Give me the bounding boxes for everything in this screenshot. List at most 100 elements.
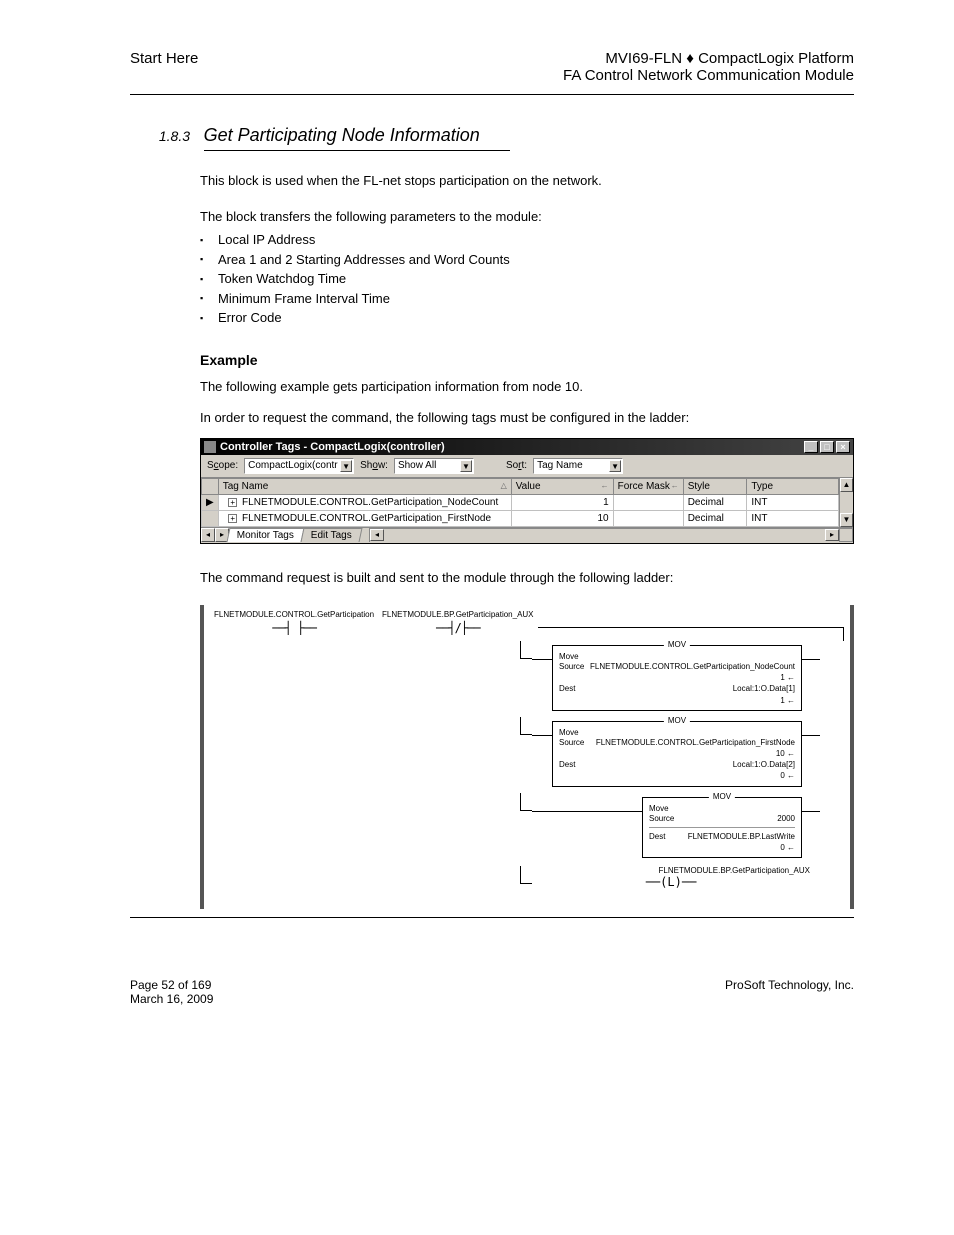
cell-tagname: + FLNETMODULE.CONTROL.GetParticipation_F… (218, 510, 511, 526)
app-icon (204, 441, 216, 453)
source-value: FLNETMODULE.CONTROL.GetParticipation_Fir… (596, 737, 795, 748)
expand-icon[interactable]: + (228, 498, 237, 507)
collapse-icon: ← (671, 481, 679, 490)
coil-label: FLNETMODULE.BP.GetParticipation_AUX (532, 866, 810, 875)
example-intro-a: The following example gets participation… (200, 377, 854, 397)
window-toolbar: Scope: CompactLogix(contr ▼ Show: Show A… (201, 455, 853, 478)
source-literal: 1 ← (780, 672, 795, 683)
tab-nav-prev[interactable]: ◂ (201, 528, 215, 542)
minimize-button[interactable]: _ (804, 441, 818, 453)
sort-label: Sort: (506, 460, 527, 471)
dest-literal: 1 ← (780, 695, 795, 706)
contact-label: FLNETMODULE.BP.GetParticipation_AUX (382, 611, 533, 619)
show-combo[interactable]: Show All ▼ (394, 458, 474, 474)
source-literal: 2000 (777, 813, 795, 824)
show-value: Show All (398, 460, 436, 471)
chevron-down-icon[interactable]: ▼ (340, 460, 352, 472)
mov-instruction-1: MOV Move Source FLNETMODULE.CONTROL.GetP… (552, 645, 802, 711)
cell-type: INT (747, 510, 839, 526)
source-value: FLNETMODULE.CONTROL.GetParticipation_Nod… (590, 661, 795, 672)
expand-icon[interactable]: + (228, 514, 237, 523)
footer-date: March 16, 2009 (130, 992, 213, 1006)
scroll-up-button[interactable]: ▲ (840, 478, 853, 492)
header-right: MVI69-FLN ♦ CompactLogix Platform FA Con… (563, 50, 854, 84)
tab-monitor-tags[interactable]: Monitor Tags (227, 528, 305, 542)
row-selector-header (202, 478, 219, 494)
col-value[interactable]: Value ← (511, 478, 613, 494)
scroll-right-button[interactable]: ▸ (825, 529, 839, 541)
paragraph-1: This block is used when the FL-net stops… (200, 171, 854, 191)
cell-force[interactable] (613, 510, 683, 526)
cell-tagname: + FLNETMODULE.CONTROL.GetParticipation_N… (218, 494, 511, 510)
source-label: Source (649, 813, 674, 824)
output-branch: MOV Move Source FLNETMODULE.CONTROL.GetP… (520, 641, 820, 889)
page-number: Page 52 of 169 (130, 978, 213, 992)
cell-type: INT (747, 494, 839, 510)
col-style[interactable]: Style (683, 478, 747, 494)
example-intro-b: In order to request the command, the fol… (200, 408, 854, 428)
controller-tags-window: Controller Tags - CompactLogix(controlle… (200, 438, 854, 544)
cell-style[interactable]: Decimal (683, 494, 747, 510)
paragraph-2: The block transfers the following parame… (200, 207, 854, 227)
ladder-intro: The command request is built and sent to… (200, 568, 854, 588)
cell-value[interactable]: 1 (511, 494, 613, 510)
resize-grip[interactable] (839, 528, 853, 542)
source-label: Source (559, 737, 584, 748)
header-right-line1: MVI69-FLN ♦ CompactLogix Platform (563, 50, 854, 67)
list-item: Minimum Frame Interval Time (200, 289, 854, 309)
xic-contact: FLNETMODULE.CONTROL.GetParticipation ──┤… (214, 611, 374, 635)
mov-title: MOV (664, 640, 690, 649)
source-literal: 10 ← (776, 748, 795, 759)
col-tagname[interactable]: Tag Name △ (218, 478, 511, 494)
scope-combo[interactable]: CompactLogix(contr ▼ (244, 458, 354, 474)
dest-literal: 0 ← (780, 770, 795, 781)
dest-literal: 0 ← (780, 842, 795, 853)
col-force[interactable]: Force Mask ← (613, 478, 683, 494)
mov-title: MOV (709, 792, 735, 801)
list-item: Area 1 and 2 Starting Addresses and Word… (200, 250, 854, 270)
page-header: Start Here MVI69-FLN ♦ CompactLogix Plat… (130, 50, 854, 84)
window-buttons: _ □ × (804, 441, 850, 453)
dest-label: Dest (559, 683, 575, 694)
chevron-down-icon[interactable]: ▼ (609, 460, 621, 472)
close-button[interactable]: × (836, 441, 850, 453)
sort-value: Tag Name (537, 460, 583, 471)
window-title: Controller Tags - CompactLogix(controlle… (220, 441, 445, 453)
row-selector[interactable] (202, 510, 219, 526)
window-titlebar[interactable]: Controller Tags - CompactLogix(controlle… (201, 439, 853, 455)
scope-value: CompactLogix(contr (248, 460, 337, 471)
list-item: Local IP Address (200, 230, 854, 250)
col-type[interactable]: Type (747, 478, 839, 494)
vertical-scrollbar[interactable]: ▲ ▼ (839, 478, 853, 527)
chevron-down-icon[interactable]: ▼ (460, 460, 472, 472)
example-heading: Example (200, 350, 854, 371)
footer-rule (130, 917, 854, 918)
cell-force[interactable] (613, 494, 683, 510)
tab-edit-tags[interactable]: Edit Tags (301, 528, 363, 542)
list-item: Token Watchdog Time (200, 269, 854, 289)
dest-label: Dest (559, 759, 575, 770)
contact-label: FLNETMODULE.CONTROL.GetParticipation (214, 611, 374, 619)
table-row[interactable]: + FLNETMODULE.CONTROL.GetParticipation_F… (202, 510, 839, 526)
row-selector[interactable]: ▶ (202, 494, 219, 510)
section-number: 1.8.3 (130, 128, 190, 144)
sort-combo[interactable]: Tag Name ▼ (533, 458, 623, 474)
cell-value[interactable]: 10 (511, 510, 613, 526)
source-label: Source (559, 661, 584, 672)
table-row[interactable]: ▶ + FLNETMODULE.CONTROL.GetParticipation… (202, 494, 839, 510)
maximize-button[interactable]: □ (820, 441, 834, 453)
scroll-down-button[interactable]: ▼ (840, 513, 853, 527)
dest-value: Local:1:O.Data[1] (733, 683, 795, 694)
sheet-tab-bar: ◂ ▸ Monitor Tags Edit Tags ◂ ▸ (201, 527, 853, 543)
collapse-icon: ← (601, 481, 609, 490)
horizontal-scrollbar[interactable]: ◂ ▸ (369, 528, 839, 542)
page-footer: Page 52 of 169 March 16, 2009 ProSoft Te… (130, 978, 854, 1006)
header-left: Start Here (130, 50, 198, 67)
footer-left: Page 52 of 169 March 16, 2009 (130, 978, 213, 1006)
cell-style[interactable]: Decimal (683, 510, 747, 526)
header-rule (130, 94, 854, 95)
scope-label: Scope: (207, 460, 238, 471)
xio-contact: FLNETMODULE.BP.GetParticipation_AUX ──┤/… (382, 611, 533, 635)
scroll-left-button[interactable]: ◂ (370, 529, 384, 541)
show-label: Show: (360, 460, 388, 471)
